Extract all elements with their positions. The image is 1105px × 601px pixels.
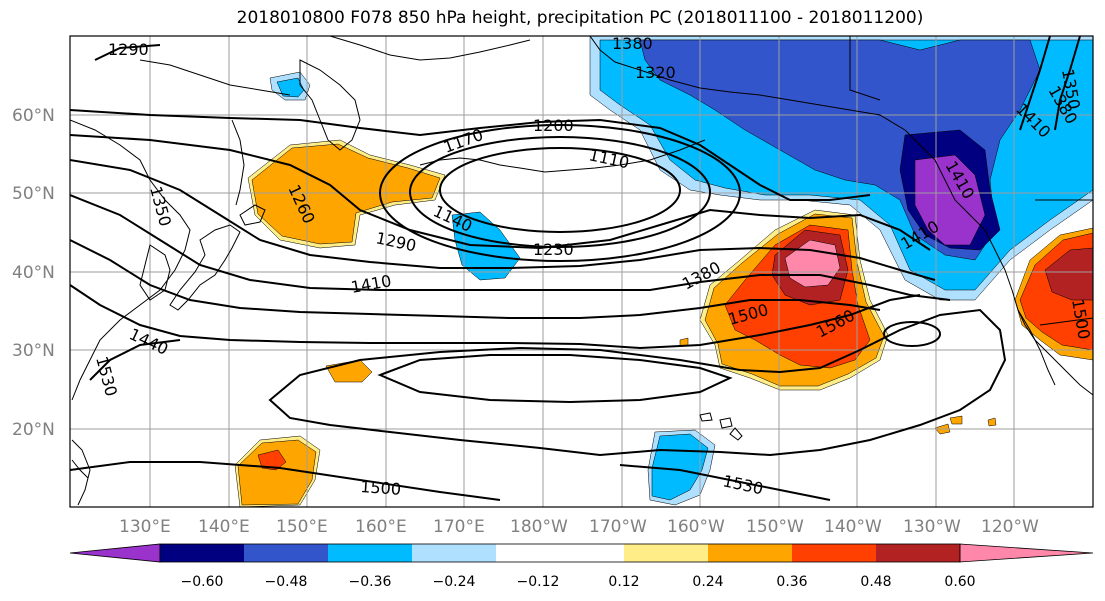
contour-south-ellipse — [377, 354, 733, 404]
colorbar-min-arrow — [69, 543, 161, 563]
lon-label: 120°W — [981, 517, 1039, 537]
coast-baja — [1017, 309, 1056, 386]
contour-label: 1500 — [360, 477, 402, 499]
lon-label: 170°E — [433, 517, 485, 537]
shade-speck-2 — [949, 415, 963, 425]
height-contours — [70, 36, 1081, 501]
colorbar-outline — [159, 543, 961, 563]
lat-label: 50°N — [12, 184, 55, 204]
coast-sakhalin — [231, 119, 245, 206]
longitude-labels: 130°E 140°E 150°E 160°E 170°E 180°W 170°… — [119, 517, 1039, 537]
lon-label: 150°E — [276, 517, 328, 537]
contour-label: 1230 — [533, 240, 574, 259]
colorbar-tick-label: 0.48 — [860, 574, 891, 590]
coast-asia — [70, 119, 191, 401]
contour-east-1 — [1054, 36, 1081, 131]
colorbar-tick-label: 0.12 — [608, 574, 639, 590]
shade-ne-purple — [914, 154, 986, 246]
lon-label: 140°E — [198, 517, 250, 537]
colorbar-max-arrow — [959, 543, 1094, 563]
contour-west-1 — [94, 44, 161, 61]
colorbar-segment — [160, 544, 244, 562]
colorbar-tick-label: 0.60 — [944, 574, 975, 590]
lat-label: 20°N — [12, 420, 55, 440]
contour-south-1530 — [619, 464, 831, 501]
colorbar-tick-label: −0.60 — [181, 574, 224, 590]
colorbar-segment — [496, 544, 624, 562]
contour-label: 1200 — [533, 116, 574, 135]
coast-siberia-north — [329, 36, 531, 61]
graticule — [70, 36, 1093, 507]
lon-label: 170°W — [589, 517, 647, 537]
lat-label: 60°N — [12, 106, 55, 126]
lon-label: 160°E — [355, 517, 407, 537]
coast-korea — [139, 244, 171, 301]
colorbar-segment — [708, 544, 792, 562]
contour-south-outer — [268, 308, 1007, 457]
colorbar-segment — [876, 544, 960, 562]
colorbar-segment — [244, 544, 328, 562]
lon-label: 130°E — [119, 517, 171, 537]
contour-line-5 — [70, 239, 881, 319]
coast-okhotsk — [139, 59, 291, 96]
coast-na-west — [904, 129, 1093, 396]
coast-aleutians — [419, 139, 706, 173]
colorbar-tick-label: −0.24 — [433, 574, 476, 590]
lat-label: 40°N — [12, 263, 55, 283]
contour-label: 1290 — [108, 40, 149, 59]
contour-ring-1 — [439, 147, 681, 233]
lon-label: 150°W — [746, 517, 804, 537]
contour-east-2 — [1019, 36, 1051, 131]
lat-label: 30°N — [12, 341, 55, 361]
colorbar-segment — [328, 544, 412, 562]
coast-philippines — [71, 459, 89, 479]
coast-hawaii — [699, 412, 743, 441]
colorbar-segment — [792, 544, 876, 562]
map-title: 2018010800 F078 850 hPa height, precipit… — [236, 8, 924, 28]
precip-shading — [234, 36, 1093, 507]
contour-line-1 — [70, 109, 871, 201]
colorbar-tick-label: 0.36 — [776, 574, 807, 590]
shade-south-orange — [237, 439, 317, 506]
contour-small-ellipse — [883, 321, 941, 347]
lon-label: 180°W — [510, 517, 568, 537]
contour-label: 1380 — [612, 34, 653, 53]
contour-line-4 — [70, 194, 951, 301]
coast-islands-west — [71, 439, 91, 506]
colorbar-ticks: −0.60 −0.48 −0.36 −0.24 −0.12 0.12 0.24 … — [181, 574, 976, 590]
colorbar-segment — [624, 544, 708, 562]
colorbar-tick-label: −0.48 — [265, 574, 308, 590]
coast-japan — [169, 224, 241, 311]
shade-speck-3 — [987, 417, 997, 427]
coast-alaska — [589, 36, 906, 131]
contour-ring-3 — [379, 124, 741, 262]
map-frame — [69, 35, 1094, 508]
border-us-mexico — [1039, 317, 1093, 326]
colorbar-tick-label: −0.12 — [517, 574, 560, 590]
colorbar-tick-label: −0.36 — [349, 574, 392, 590]
coastlines — [70, 36, 1093, 506]
shade-swus-darkred — [1044, 247, 1093, 301]
contour-south-1500 — [70, 461, 501, 501]
border-canada — [849, 36, 1093, 201]
colorbar-segment — [412, 544, 496, 562]
map-layers — [70, 36, 1093, 507]
lon-label: 130°W — [903, 517, 961, 537]
latitude-labels: 60°N 50°N 40°N 30°N 20°N — [12, 106, 55, 440]
coast-hokkaido — [239, 204, 266, 226]
contour-line-3 — [70, 159, 936, 281]
colorbar-tick-label: 0.24 — [692, 574, 723, 590]
contour-line-7 — [89, 339, 181, 381]
contour-label: 1320 — [635, 63, 676, 82]
coast-kamchatka — [299, 59, 361, 151]
contour-line-2 — [70, 134, 931, 251]
colorbar — [69, 543, 1094, 563]
lon-label: 160°W — [667, 517, 725, 537]
contour-line-6 — [70, 284, 921, 350]
contour-ring-2 — [409, 136, 711, 248]
lon-label: 140°W — [824, 517, 882, 537]
